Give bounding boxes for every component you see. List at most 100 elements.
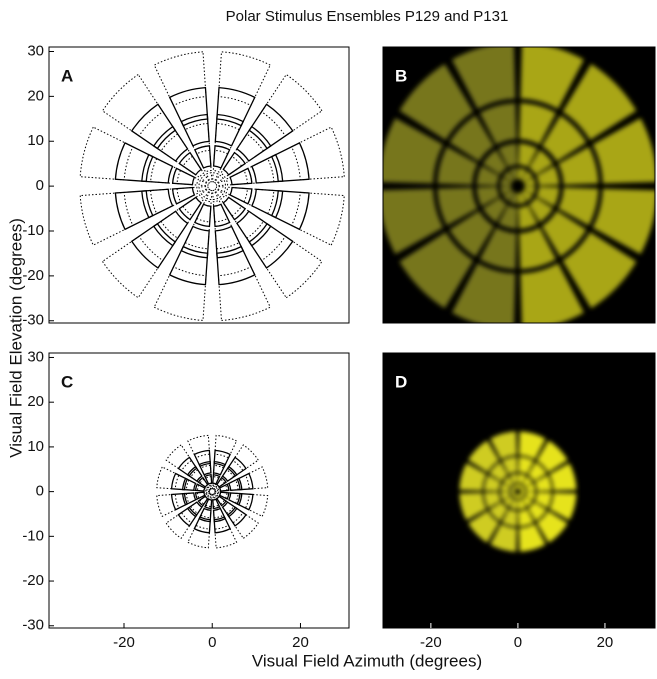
stimulus-outline	[215, 478, 226, 489]
stimulus-sector	[509, 499, 518, 510]
stimulus-sector	[518, 523, 546, 552]
stimulus-outline	[213, 449, 231, 468]
stimulus-outline	[101, 235, 164, 299]
stimulus-sector	[449, 210, 494, 257]
stimulus-outline	[170, 492, 189, 511]
y-tick-label: 0	[36, 483, 44, 500]
stimulus-sector	[514, 484, 518, 489]
stimulus	[79, 51, 345, 321]
stimulus-sector	[524, 177, 536, 186]
stimulus-sector	[518, 499, 527, 510]
stimulus-sector	[592, 118, 655, 184]
stimulus-sector	[518, 205, 538, 229]
y-axis-label: Visual Field Elevation (degrees)	[6, 218, 25, 458]
stimulus-sector	[449, 115, 494, 162]
x-tick-label: 20	[597, 634, 614, 651]
stimulus-outline	[216, 245, 256, 286]
stimulus-outline	[196, 484, 208, 492]
stimulus-outline	[217, 51, 271, 107]
stimulus-outline	[153, 266, 207, 321]
stimulus-outline	[236, 125, 272, 162]
stimulus-outline	[199, 494, 210, 505]
stimulus-sector	[520, 491, 526, 496]
stimulus-outline	[218, 491, 230, 500]
stimulus-outline	[215, 179, 226, 187]
stimulus-outline	[214, 174, 224, 185]
stimulus-outline	[150, 157, 178, 184]
x-tick-label: 0	[514, 634, 522, 651]
y-tick-label: 20	[27, 87, 44, 104]
stimulus-outline	[212, 460, 227, 476]
stimulus-sector	[525, 483, 536, 492]
stimulus-outline	[270, 141, 310, 183]
stimulus-outline	[209, 485, 213, 491]
stimulus-outline	[248, 103, 294, 150]
stimulus-outline	[212, 199, 229, 223]
stimulus-sector	[498, 205, 518, 229]
stimulus-sector	[549, 463, 577, 491]
stimulus-sector	[500, 491, 511, 501]
stimulus-outline	[150, 188, 178, 215]
stimulus-outline	[236, 472, 254, 491]
stimulus-outline	[251, 153, 284, 184]
stimulus-sector	[479, 103, 517, 145]
stimulus-sector	[509, 168, 518, 180]
stimulus-outline	[160, 208, 191, 239]
stimulus-outline	[194, 491, 206, 500]
stimulus-sector	[498, 143, 518, 168]
stimulus-outline	[221, 501, 238, 518]
panel-frame	[48, 46, 350, 324]
stimulus-sector	[490, 523, 517, 552]
stimulus-outline	[226, 506, 247, 527]
stimulus	[383, 47, 655, 323]
stimulus-sector	[500, 186, 512, 195]
x-axis-label: Visual Field Azimuth (degrees)	[252, 651, 482, 670]
y-tick-label: 20	[27, 393, 44, 410]
stimulus-outline	[180, 113, 210, 147]
stimulus-outline	[160, 133, 191, 165]
stimulus-outline	[198, 507, 212, 523]
stimulus-outline	[168, 86, 209, 127]
stimulus-outline	[187, 524, 211, 549]
stimulus-sector	[482, 149, 507, 175]
stimulus-outline	[206, 488, 212, 493]
stimulus-sector	[501, 456, 518, 475]
panel-frame	[382, 46, 656, 324]
stimulus-sector	[437, 146, 478, 185]
stimulus-outline	[206, 491, 212, 495]
stimulus-sector	[541, 115, 587, 162]
stimulus-outline	[199, 478, 210, 489]
stimulus-outline	[211, 485, 216, 491]
stimulus-sector	[451, 263, 516, 323]
stimulus-sector	[514, 494, 518, 500]
stimulus-outline	[212, 476, 220, 487]
stimulus-sector	[518, 143, 538, 168]
panel: A -30 -20 -10 0 10 20 30	[22, 42, 350, 329]
stimulus-sector	[383, 188, 444, 255]
stimulus-sector	[399, 63, 474, 141]
stimulus-outline	[214, 122, 240, 151]
stimulus-sector	[500, 483, 511, 492]
stimulus-outline	[205, 189, 213, 201]
stimulus-sector	[522, 476, 533, 487]
stimulus-sector	[536, 440, 568, 473]
stimulus-outline	[260, 73, 323, 137]
stimulus-sector	[528, 197, 554, 223]
stimulus-outline	[226, 479, 239, 491]
stimulus-sector	[509, 192, 518, 205]
stimulus-outline	[204, 498, 213, 510]
stimulus-sector	[500, 177, 512, 186]
stimulus-outline	[114, 141, 154, 183]
stimulus-outline	[193, 449, 211, 468]
stimulus-sector	[459, 492, 487, 521]
stimulus-sector	[511, 485, 517, 491]
stimulus-outline	[176, 169, 200, 186]
stimulus-sector	[437, 187, 478, 226]
stimulus-outline	[248, 222, 294, 269]
stimulus-outline	[215, 185, 226, 193]
stimulus-sector	[528, 462, 547, 482]
stimulus-outline	[228, 492, 243, 506]
stimulus-outline	[290, 191, 345, 246]
stimulus-outline	[152, 125, 189, 162]
stimulus-outline	[200, 464, 212, 478]
